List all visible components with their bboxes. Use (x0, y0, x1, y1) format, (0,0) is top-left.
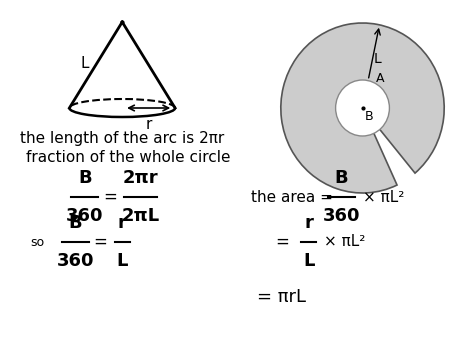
Text: × πL²: × πL² (324, 234, 365, 250)
Text: L: L (80, 56, 89, 70)
Text: = πrL: = πrL (257, 288, 306, 306)
Text: A: A (376, 72, 384, 85)
Text: r: r (146, 117, 152, 132)
Text: B: B (335, 169, 348, 187)
Text: the area =: the area = (251, 190, 333, 205)
Text: L: L (117, 252, 128, 270)
Circle shape (336, 80, 390, 136)
Text: L: L (303, 252, 314, 270)
Text: =: = (103, 188, 117, 206)
Text: fraction of the whole circle: fraction of the whole circle (26, 150, 231, 165)
Text: r: r (118, 214, 127, 232)
Text: r: r (304, 214, 313, 232)
Text: L: L (374, 52, 382, 66)
Text: =: = (275, 233, 289, 251)
Text: so: so (30, 236, 44, 248)
Wedge shape (281, 23, 444, 193)
Text: B: B (78, 169, 91, 187)
Text: 360: 360 (66, 207, 103, 225)
Text: =: = (93, 233, 107, 251)
Text: 2πL: 2πL (121, 207, 160, 225)
Text: × πL²: × πL² (363, 190, 404, 205)
Text: 360: 360 (323, 207, 360, 225)
Text: the length of the arc is 2πr: the length of the arc is 2πr (20, 131, 224, 145)
Text: B: B (68, 214, 82, 232)
Text: B: B (365, 111, 374, 123)
Text: 2πr: 2πr (123, 169, 158, 187)
Text: 360: 360 (56, 252, 94, 270)
